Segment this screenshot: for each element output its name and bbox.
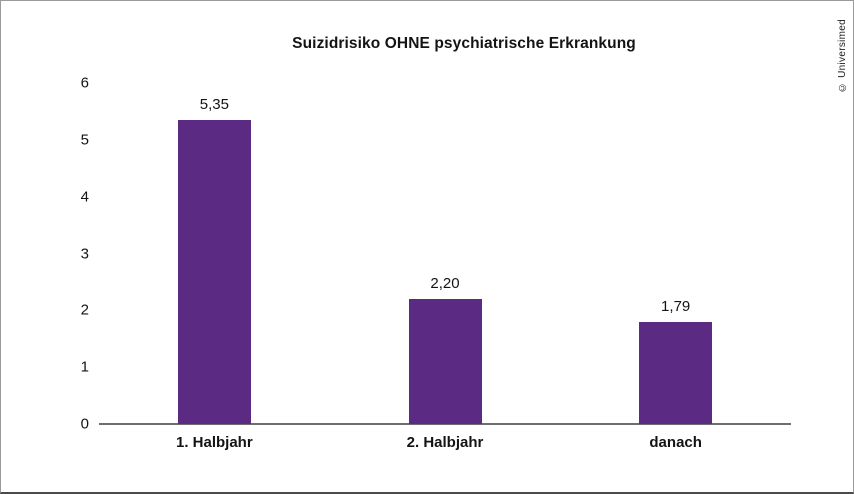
y-tick-label: 3 <box>80 245 89 262</box>
x-category-label: 2. Halbjahr <box>406 434 484 451</box>
plot-area: 5,35 2,20 1,79 <box>99 83 791 425</box>
bar-value-label: 1,79 <box>661 298 691 316</box>
bar-value-label: 5,35 <box>199 95 229 113</box>
bar <box>408 298 482 424</box>
y-tick-label: 6 <box>80 74 89 92</box>
x-category-label: danach <box>649 434 702 451</box>
bar <box>177 119 251 424</box>
x-axis-line <box>99 423 791 425</box>
y-tick-label: 2 <box>80 301 89 319</box>
y-tick-label: 1 <box>80 358 89 376</box>
bar <box>639 322 713 424</box>
x-category-label: 1. Halbjahr <box>175 434 253 451</box>
y-tick-label: 0 <box>80 415 89 433</box>
y-axis: 0 1 2 3 4 5 6 <box>39 75 89 433</box>
y-tick-label: 5 <box>80 131 89 149</box>
y-tick-label: 4 <box>80 188 89 206</box>
bar-value-label: 2,20 <box>430 274 460 292</box>
x-axis-labels: 1. Halbjahr 2. Halbjahr danach <box>99 434 791 456</box>
copyright-credit: © Universimed <box>837 19 848 93</box>
chart-title: Suizidrisiko OHNE psychiatrische Erkrank… <box>292 35 636 52</box>
